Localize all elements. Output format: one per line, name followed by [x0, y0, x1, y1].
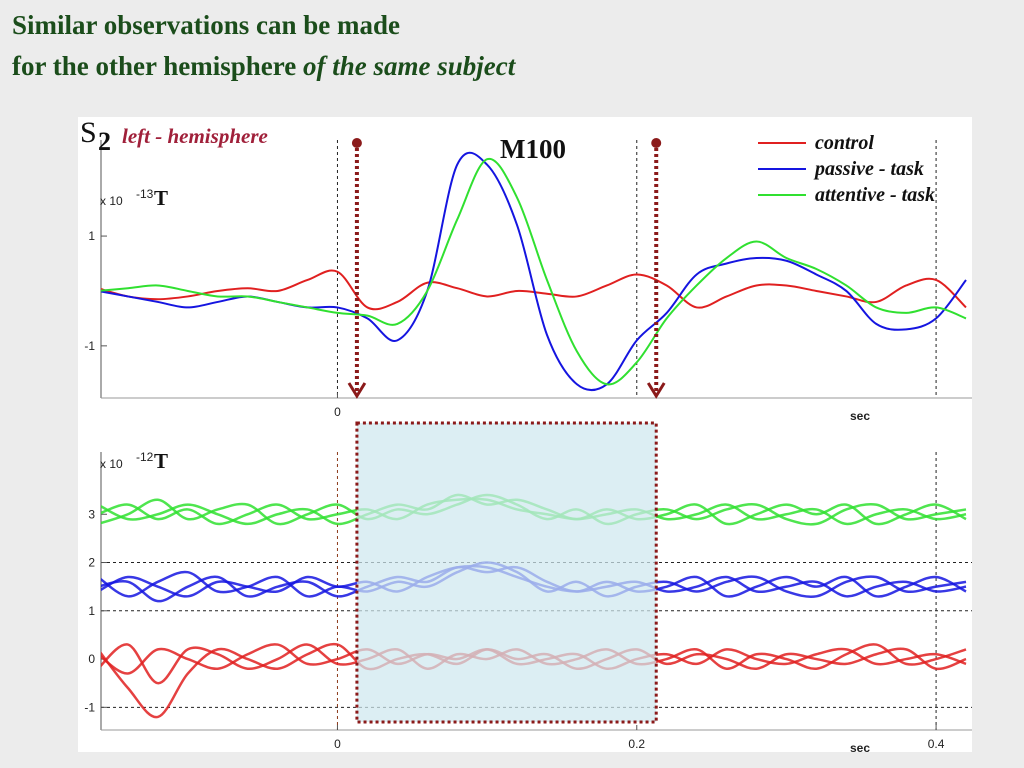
y-tick-label: 2 [88, 556, 95, 570]
arrow-dot [351, 138, 362, 148]
unit: T [154, 449, 168, 473]
title-line2: for the other hemisphere of the same sub… [12, 51, 517, 81]
unit-base: x 10 [100, 194, 123, 208]
y-tick-label: 3 [88, 507, 95, 521]
title-line2-text: for the other hemisphere [12, 51, 296, 81]
arrow-dot [651, 138, 662, 148]
subject-number: 2 [98, 127, 111, 156]
x-axis-label: sec [850, 409, 870, 423]
title-line1: Similar observations can be made [12, 10, 400, 40]
legend-label: attentive - task [815, 184, 935, 206]
y-tick-label: 1 [88, 604, 95, 618]
x-tick-label: 0.4 [928, 737, 945, 751]
title-line2-italic: of the same subject [303, 51, 517, 81]
legend-label: control [815, 132, 874, 154]
annotation: M100 [500, 134, 566, 164]
subject-letter: S [80, 116, 97, 149]
legend-label: passive - task [813, 158, 924, 180]
arrow-head [646, 382, 666, 399]
x-axis-label: sec [850, 741, 870, 755]
x-tick-label: 0 [334, 737, 341, 751]
x-tick-label: 0 [334, 405, 341, 419]
series-line [101, 269, 967, 311]
y-tick-label: -1 [84, 700, 95, 714]
highlight-window [355, 421, 658, 724]
y-tick-label: 1 [88, 229, 95, 243]
unit-base: x 10 [100, 457, 123, 471]
y-tick-label: 0 [88, 652, 95, 666]
arrow-head [347, 382, 367, 399]
series-line [101, 157, 967, 386]
unit-exponent: -12 [136, 450, 154, 464]
unit-exponent: -13 [136, 187, 154, 201]
series-group [101, 151, 967, 392]
y-tick-label: -1 [84, 339, 95, 353]
unit: T [154, 186, 168, 210]
subtitle: left - hemisphere [122, 124, 268, 148]
x-tick-label: 0.2 [628, 737, 645, 751]
